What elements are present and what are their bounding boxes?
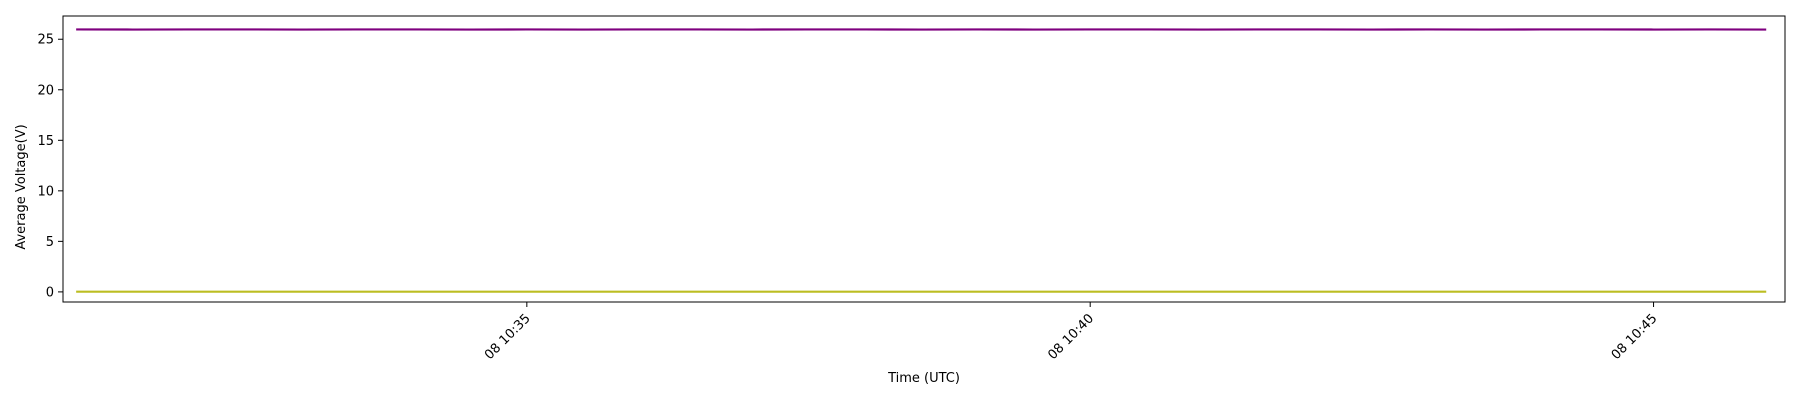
- x-tick-label: 08 10:35: [482, 311, 534, 363]
- y-tick-label: 10: [37, 184, 54, 199]
- y-axis: 0 5 10 15 20 25: [37, 33, 63, 301]
- y-tick-label: 25: [37, 33, 54, 48]
- x-axis: 08 10:35 08 10:40 08 10:45: [482, 302, 1660, 363]
- y-axis-label: Average Voltage(V): [14, 124, 29, 249]
- x-tick-label: 08 10:40: [1045, 311, 1097, 363]
- series-layer: [76, 29, 1766, 291]
- x-tick-label: 08 10:45: [1609, 311, 1661, 363]
- y-tick-label: 20: [37, 83, 54, 98]
- plot-area-frame: [63, 16, 1785, 302]
- y-tick-label: 15: [37, 134, 54, 149]
- y-tick-label: 5: [46, 235, 54, 250]
- x-axis-label: Time (UTC): [887, 371, 960, 386]
- y-tick-label: 0: [46, 285, 54, 300]
